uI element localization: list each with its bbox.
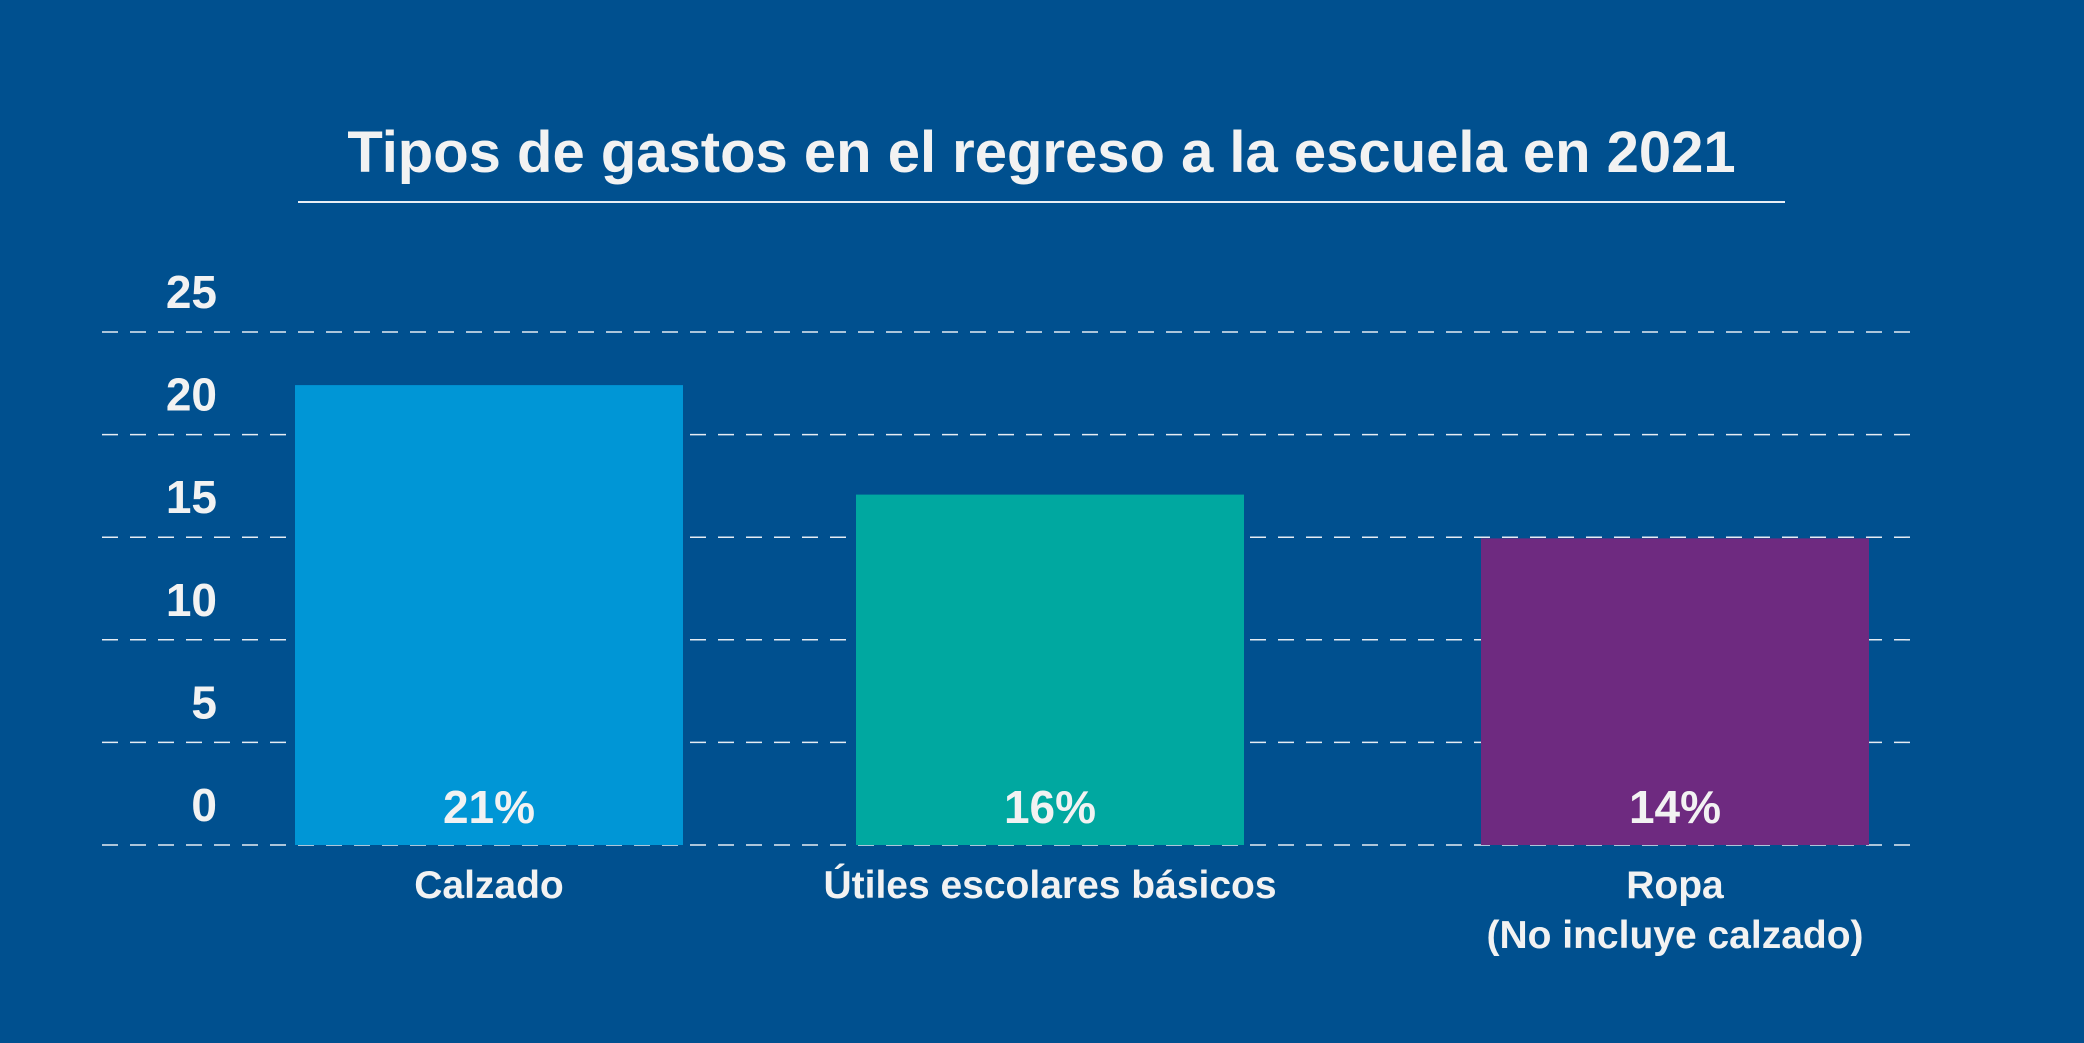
y-tick-label: 5 (191, 676, 217, 728)
y-tick-label: 25 (166, 266, 217, 318)
bar-value-label: 14% (1629, 781, 1721, 833)
chart-title: Tipos de gastos en el regreso a la escue… (347, 120, 1736, 185)
y-tick-label: 15 (166, 471, 217, 523)
title-underline (298, 201, 1785, 203)
x-category-label: Útiles escolares básicos (823, 863, 1276, 907)
y-tick-label: 20 (166, 369, 217, 421)
bar-0 (295, 385, 683, 845)
bar-1 (856, 494, 1244, 845)
bar-2 (1481, 538, 1869, 845)
bar-value-label: 21% (443, 781, 535, 833)
y-tick-label: 0 (191, 779, 217, 831)
bar-value-label: 16% (1004, 781, 1096, 833)
x-category-label: (No incluye calzado) (1486, 914, 1863, 957)
x-category-label: Ropa (1626, 864, 1724, 907)
y-tick-label: 10 (166, 574, 217, 626)
x-category-label: Calzado (414, 864, 564, 907)
